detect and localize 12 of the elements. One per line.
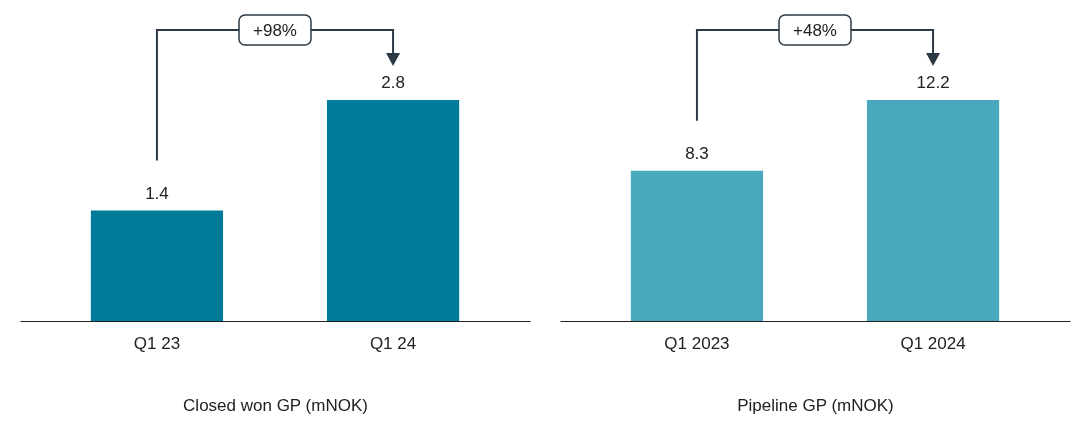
x-tick-label: Q1 24	[369, 333, 417, 353]
x-axis-title: Closed won GP (mNOK)	[183, 395, 368, 415]
data-label: 1.4	[145, 183, 169, 203]
x-tick-label: Q1 2024	[900, 333, 966, 353]
text: +48%	[793, 21, 837, 40]
x-axis-title: Pipeline GP (mNOK)	[737, 395, 894, 415]
data-label: 2.8	[381, 73, 405, 92]
data-label: 8.3	[685, 143, 709, 163]
x-tick-label: Q1 2023	[664, 333, 730, 353]
data-label: 12.2	[916, 73, 950, 92]
text: +98%	[253, 21, 297, 40]
x-tick-label: Q1 23	[133, 333, 181, 353]
